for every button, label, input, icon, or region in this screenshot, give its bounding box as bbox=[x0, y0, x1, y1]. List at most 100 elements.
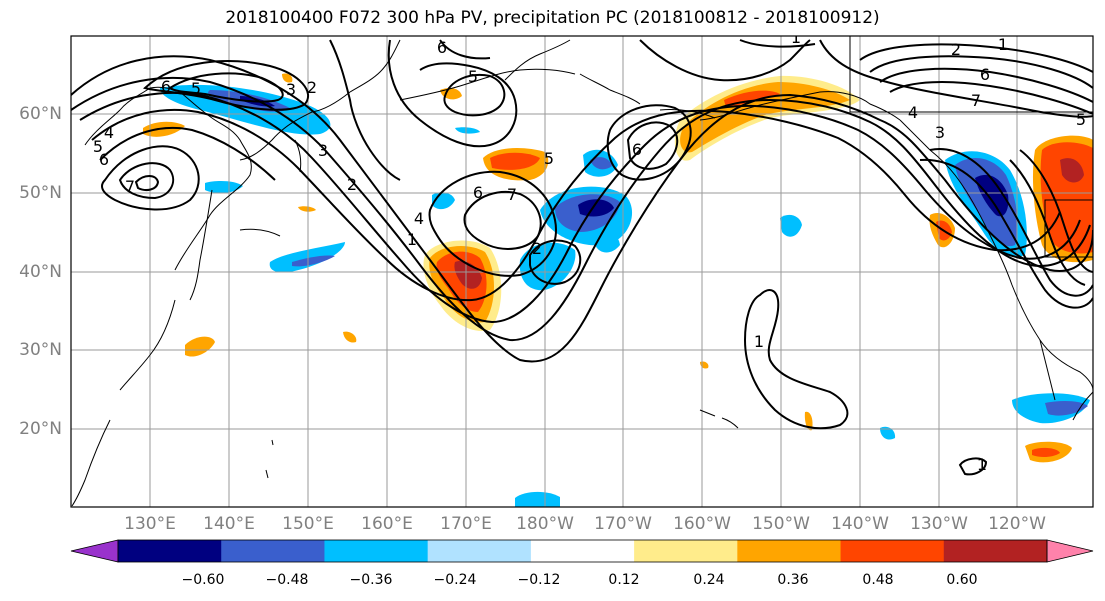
pv-contour-3 bbox=[79, 91, 1081, 324]
pv-contour-13 bbox=[443, 74, 506, 117]
contour-label: 5 bbox=[468, 67, 478, 86]
pv-contour-28 bbox=[919, 158, 1093, 309]
pv-contour-21 bbox=[739, 39, 816, 48]
coastlines bbox=[71, 39, 1093, 507]
colorbar-segment bbox=[943, 540, 1048, 562]
contour-label: 1 bbox=[407, 230, 417, 249]
contour-label: 2 bbox=[307, 78, 317, 97]
contour-label: 2 bbox=[951, 40, 961, 59]
region-boxes bbox=[849, 36, 1093, 258]
precip-negative-japan-east bbox=[269, 242, 345, 273]
pv-contour-4 bbox=[91, 108, 1061, 302]
contour-label: 3 bbox=[935, 123, 945, 142]
contour-label: 5 bbox=[191, 79, 201, 98]
pv-contour-20 bbox=[639, 39, 811, 82]
contour-label: 3 bbox=[286, 80, 296, 99]
figure-title: 2018100400 F072 300 hPa PV, precipitatio… bbox=[225, 8, 880, 28]
colorbar-segment bbox=[324, 540, 429, 562]
pv-contour-17 bbox=[529, 239, 582, 285]
lon-label-120w: 120°W bbox=[988, 514, 1046, 534]
gridlines bbox=[71, 36, 1093, 507]
colorbar-tick-label: 0.48 bbox=[862, 572, 894, 588]
pv-contour-2 bbox=[71, 76, 1091, 342]
contour-labels: 1 2 3 4 5 6 7 2 5 6 6 7 6 5 4 6 5 3 2 1 … bbox=[93, 35, 1086, 474]
lon-label-140w: 140°W bbox=[831, 514, 889, 534]
precip-negative-blob bbox=[205, 181, 243, 194]
colorbar-segment bbox=[221, 540, 325, 562]
colorbar-tick-label: −0.48 bbox=[265, 572, 309, 588]
colorbar bbox=[70, 539, 1094, 563]
colorbar-tick-label: −0.36 bbox=[349, 572, 393, 588]
pv-contour-10 bbox=[168, 72, 284, 103]
contour-label: 6 bbox=[161, 77, 171, 96]
colorbar-tick-label: −0.12 bbox=[517, 572, 561, 588]
colorbar-extend-max bbox=[1046, 539, 1094, 563]
colorbar-tick-label: −0.60 bbox=[181, 572, 225, 588]
contour-label: 2 bbox=[347, 175, 357, 194]
pv-contour-12 bbox=[387, 39, 518, 148]
contour-label: 6 bbox=[99, 150, 109, 169]
pv-contour-8 bbox=[134, 175, 160, 191]
contour-label: 7 bbox=[125, 177, 135, 196]
pv-contour-18 bbox=[606, 104, 692, 181]
pv-contour-30 bbox=[1019, 149, 1093, 273]
contour-label: 2 bbox=[532, 239, 542, 258]
pv-contour-14 bbox=[439, 39, 491, 60]
colorbar-tick-label: −0.24 bbox=[433, 572, 477, 588]
contour-label: 3 bbox=[318, 141, 328, 160]
lat-label-30n: 30°N bbox=[19, 340, 62, 360]
lon-label-180w: 180°W bbox=[516, 514, 574, 534]
contour-label: 6 bbox=[980, 65, 990, 84]
pv-contour-5 bbox=[99, 126, 276, 181]
pv-contour-7 bbox=[118, 162, 175, 200]
lon-label-130w: 130°W bbox=[910, 514, 968, 534]
lon-label-140e: 140°E bbox=[203, 514, 255, 534]
pv-contour-26 bbox=[889, 81, 1093, 115]
lon-label-170w: 170°W bbox=[594, 514, 652, 534]
contour-label: 4 bbox=[908, 103, 918, 122]
pv-contour-27 bbox=[929, 148, 1093, 297]
contour-label: 1 bbox=[977, 455, 987, 474]
pv-contour-31 bbox=[743, 289, 849, 430]
contour-label: 7 bbox=[507, 185, 517, 204]
pv-contour-22 bbox=[819, 39, 1093, 118]
pv-contour-19 bbox=[626, 121, 679, 170]
contour-label: 5 bbox=[1076, 110, 1086, 129]
lat-label-60n: 60°N bbox=[19, 104, 62, 124]
pv-contour-32 bbox=[958, 457, 988, 476]
contour-label: 6 bbox=[632, 140, 642, 159]
pv-contours bbox=[71, 39, 1093, 476]
contour-label: 7 bbox=[971, 91, 981, 110]
pv-contour-25 bbox=[879, 67, 1093, 103]
pv-contour-11 bbox=[329, 39, 401, 181]
contour-label: 5 bbox=[93, 137, 103, 156]
lon-label-170e: 170°E bbox=[440, 514, 492, 534]
lon-label-150e: 150°E bbox=[282, 514, 334, 534]
contour-label: 6 bbox=[437, 38, 447, 57]
colorbar-segment bbox=[634, 540, 738, 562]
lon-label-160e: 160°E bbox=[361, 514, 413, 534]
contour-label: 4 bbox=[414, 209, 424, 228]
map-frame bbox=[70, 35, 1094, 508]
colorbar-tick-label: 0.24 bbox=[693, 572, 725, 588]
contour-label: 4 bbox=[104, 123, 114, 142]
pv-contour-24 bbox=[869, 55, 1093, 89]
colorbar-segment bbox=[840, 540, 945, 562]
contour-label: 1 bbox=[998, 35, 1008, 54]
lon-label-150w: 150°W bbox=[752, 514, 810, 534]
contour-label: 5 bbox=[544, 149, 554, 168]
lat-label-50n: 50°N bbox=[19, 183, 62, 203]
colorbar-segment bbox=[427, 540, 532, 562]
pv-contour-16 bbox=[463, 190, 542, 250]
lon-label-130e: 130°E bbox=[124, 514, 176, 534]
lat-label-40n: 40°N bbox=[19, 262, 62, 282]
colorbar-tick-label: 0.12 bbox=[608, 572, 640, 588]
contour-label: 1 bbox=[754, 332, 764, 351]
colorbar-segment bbox=[118, 540, 222, 562]
pv-contour-29 bbox=[1009, 159, 1086, 286]
colorbar-segment bbox=[737, 540, 842, 562]
contour-label: 6 bbox=[473, 183, 483, 202]
colorbar-outline bbox=[117, 539, 1048, 563]
pv-contour-23 bbox=[859, 43, 1093, 73]
